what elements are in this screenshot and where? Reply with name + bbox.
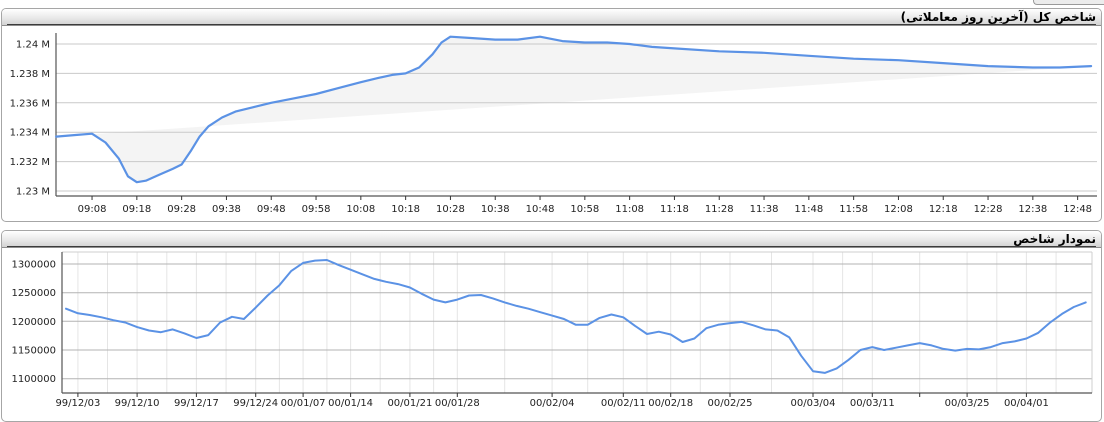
svg-text:10:08: 10:08 (346, 204, 375, 215)
index-history-panel: نمودار شاخص (1, 230, 1102, 422)
svg-text:00/01/21: 00/01/21 (387, 398, 432, 409)
svg-text:10:58: 10:58 (570, 204, 599, 215)
svg-text:11:08: 11:08 (615, 204, 644, 215)
intraday-panel-header[interactable]: شاخص کل (آخرین روز معاملاتی) (2, 9, 1101, 26)
series-line (65, 259, 1087, 374)
axes (61, 252, 1092, 394)
series-fill (56, 36, 1092, 183)
svg-text:10:18: 10:18 (391, 204, 420, 215)
svg-text:11:58: 11:58 (839, 204, 868, 215)
horizontal-gridlines (62, 263, 1092, 380)
svg-text:99/12/24: 99/12/24 (233, 398, 278, 409)
series-line (55, 35, 1093, 184)
vertical-gridlines (77, 252, 1057, 393)
svg-text:00/03/25: 00/03/25 (945, 398, 990, 409)
svg-text:00/02/04: 00/02/04 (530, 398, 575, 409)
intraday-index-chart: 09:08 09:18 09:28 09:38 09:48 09:58 10:08 10:18… (10, 33, 1097, 215)
svg-text:10:48: 10:48 (526, 204, 555, 215)
svg-text:00/04/01: 00/04/01 (1004, 398, 1049, 409)
svg-text:00/03/04: 00/03/04 (791, 398, 836, 409)
svg-text:09:58: 09:58 (302, 204, 331, 215)
svg-text:1.238 M: 1.238 M (10, 69, 50, 80)
svg-text:12:38: 12:38 (1018, 204, 1047, 215)
svg-text:1.236 M: 1.236 M (10, 98, 50, 109)
svg-text:00/02/11: 00/02/11 (601, 398, 646, 409)
svg-text:1.23 M: 1.23 M (16, 187, 50, 198)
svg-text:11:28: 11:28 (705, 204, 734, 215)
svg-text:1.234 M: 1.234 M (10, 128, 50, 139)
svg-text:1250000: 1250000 (11, 288, 56, 299)
index-history-chart: 99/12/03 99/12/10 99/12/17 99/12/24 00/01/07… (11, 251, 1093, 409)
svg-text:00/01/14: 00/01/14 (328, 398, 373, 409)
svg-text:1.232 M: 1.232 M (10, 157, 50, 168)
svg-text:12:28: 12:28 (974, 204, 1003, 215)
y-axis-labels: 1300000 1250000 1200000 1150000 1100000 (11, 260, 56, 386)
gridlines (56, 43, 1097, 192)
svg-text:1.24 M: 1.24 M (16, 40, 50, 51)
svg-text:09:28: 09:28 (167, 204, 196, 215)
history-panel-header[interactable]: نمودار شاخص (2, 231, 1101, 248)
plot-borders (62, 251, 1093, 393)
svg-text:10:38: 10:38 (481, 204, 510, 215)
svg-text:09:18: 09:18 (122, 204, 151, 215)
svg-text:11:18: 11:18 (660, 204, 689, 215)
svg-text:12:18: 12:18 (929, 204, 958, 215)
svg-text:00/03/11: 00/03/11 (850, 398, 895, 409)
svg-text:1300000: 1300000 (11, 260, 56, 271)
svg-text:11:38: 11:38 (750, 204, 779, 215)
y-axis-labels: 1.24 M 1.238 M 1.236 M 1.234 M 1.232 M 1.23 M (10, 40, 50, 198)
axes (55, 33, 1097, 197)
svg-text:00/01/07: 00/01/07 (281, 398, 326, 409)
svg-text:09:38: 09:38 (212, 204, 241, 215)
svg-text:1150000: 1150000 (11, 346, 56, 357)
svg-text:10:28: 10:28 (436, 204, 465, 215)
svg-text:11:48: 11:48 (794, 204, 823, 215)
svg-text:12:48: 12:48 (1063, 204, 1092, 215)
svg-text:00/01/28: 00/01/28 (435, 398, 480, 409)
svg-text:1100000: 1100000 (11, 374, 56, 385)
svg-text:1200000: 1200000 (11, 317, 56, 328)
intraday-panel-title: شاخص کل (آخرین روز معاملاتی) (7, 10, 1096, 25)
svg-text:99/12/03: 99/12/03 (55, 398, 100, 409)
cutoff-tab-fragment[interactable] (1033, 0, 1104, 5)
svg-text:00/02/18: 00/02/18 (648, 398, 693, 409)
svg-text:12:08: 12:08 (884, 204, 913, 215)
x-axis-labels: 09:08 09:18 09:28 09:38 09:48 09:58 10:08 10:18… (78, 196, 1092, 215)
svg-text:09:08: 09:08 (78, 204, 107, 215)
svg-text:09:48: 09:48 (257, 204, 286, 215)
history-panel-title: نمودار شاخص (7, 232, 1096, 247)
x-axis-labels: 99/12/03 99/12/10 99/12/17 99/12/24 00/01/07… (55, 393, 1049, 409)
svg-text:99/12/10: 99/12/10 (115, 398, 160, 409)
svg-text:00/02/25: 00/02/25 (708, 398, 753, 409)
svg-text:99/12/17: 99/12/17 (174, 398, 219, 409)
